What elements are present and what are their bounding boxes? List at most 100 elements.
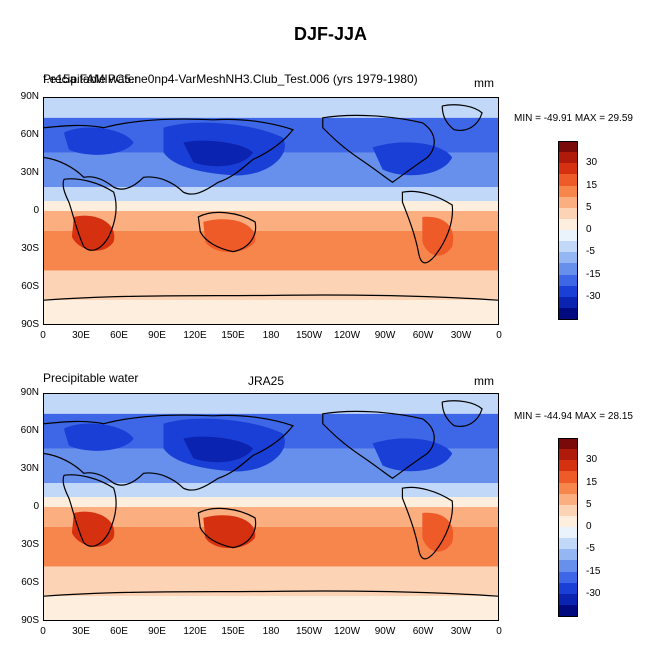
colorbar-label: -5 xyxy=(586,246,595,258)
colorbar-swatch xyxy=(558,274,578,287)
colorbar-swatch xyxy=(558,604,578,617)
colorbar-label: -30 xyxy=(586,290,601,302)
lon-tick-label: 90E xyxy=(148,330,166,341)
panel-units: mm xyxy=(474,374,494,388)
lat-tick-label: 30S xyxy=(21,539,39,550)
colorbar-swatch xyxy=(558,482,578,495)
colorbar-swatch xyxy=(558,571,578,584)
lat-tick-label: 60N xyxy=(20,129,39,140)
lat-tick-label: 30S xyxy=(21,243,39,254)
band-equator xyxy=(44,201,498,211)
lat-tick-label: 0 xyxy=(33,501,39,512)
band-arctic xyxy=(44,98,498,118)
contour-map xyxy=(43,97,499,325)
lon-tick-label: 120W xyxy=(333,330,361,341)
eurasia-outline xyxy=(44,414,294,491)
colorbar-swatch xyxy=(558,152,578,164)
band-nh-tropics xyxy=(44,483,498,498)
europe-low-core xyxy=(63,127,134,155)
australia-high-core xyxy=(203,219,256,253)
panel-center-title: f.e15a.FAMIPC5.ne0np4-VarMeshNH3.Club_Te… xyxy=(43,72,418,86)
greenland-outline xyxy=(441,400,483,427)
australia-high-core xyxy=(203,515,256,549)
colorbar-label: 30 xyxy=(586,454,598,466)
colorbar-swatch xyxy=(558,593,578,606)
colorbar-swatch xyxy=(558,471,578,483)
colorbar-label: 5 xyxy=(586,498,592,510)
samerica-high-core xyxy=(422,216,454,256)
lon-tick-label: 60E xyxy=(110,330,128,341)
colorbar-swatch xyxy=(558,307,578,320)
lon-tick-label: 150W xyxy=(295,626,323,637)
lon-tick-label: 90W xyxy=(374,626,396,637)
greenland-outline xyxy=(441,104,483,131)
colorbar-label: 0 xyxy=(586,224,592,235)
panel-units: mm xyxy=(474,76,494,90)
colorbar-swatch xyxy=(558,174,578,186)
colorbar-swatch xyxy=(558,196,578,209)
colorbar: 30 15 5 0 -5 -15 -30 xyxy=(558,438,600,617)
lon-tick-label: 120W xyxy=(333,626,361,637)
colorbar-swatch xyxy=(558,252,578,264)
australia-outline xyxy=(197,507,257,549)
lon-tick-label: 180 xyxy=(262,330,280,341)
colorbar-swatch xyxy=(558,493,578,506)
colorbar-swatch xyxy=(558,460,578,472)
colorbar-swatch xyxy=(558,241,578,253)
colorbar-swatch xyxy=(558,527,578,539)
lon-tick-label: 60W xyxy=(412,626,434,637)
lat-tick-label: 90N xyxy=(20,387,39,398)
lon-tick-label: 0 xyxy=(40,330,46,341)
lat-tick-label: 90N xyxy=(20,91,39,102)
colorbar-label: 5 xyxy=(586,201,592,213)
africa-outline xyxy=(62,178,117,251)
colorbar-swatch xyxy=(558,296,578,309)
min-max-stats: MIN = -49.91 MAX = 29.59 xyxy=(514,113,633,124)
band-sh-tropics xyxy=(44,211,498,231)
lon-tick-label: 0 xyxy=(40,626,46,637)
africa-high-core xyxy=(71,511,115,547)
namerica-outline xyxy=(322,410,435,479)
lon-tick-label: 0 xyxy=(496,626,502,637)
band-antarctic xyxy=(44,300,498,324)
min-max-stats: MIN = -44.94 MAX = 28.15 xyxy=(514,411,633,422)
map-panel-1: Precipitable water f.e15a.FAMIPC5.ne0np4… xyxy=(20,72,633,341)
colorbar-label: 0 xyxy=(586,521,592,532)
colorbar-swatch xyxy=(558,449,578,461)
panel-center-title: JRA25 xyxy=(248,374,285,388)
samerica-outline xyxy=(401,486,454,560)
antarctica-outline xyxy=(44,294,498,301)
band-equator xyxy=(44,497,498,507)
australia-outline xyxy=(197,211,257,253)
band-antarctic xyxy=(44,596,498,620)
band-sh-tropics xyxy=(44,507,498,527)
colorbar-swatch xyxy=(558,263,578,275)
africa-high-core xyxy=(71,215,115,251)
antarctica-outline xyxy=(44,590,498,597)
lat-tick-label: 90S xyxy=(21,615,39,626)
colorbar-swatch xyxy=(558,504,578,517)
eurasia-outline xyxy=(44,118,294,195)
lon-tick-label: 30E xyxy=(72,330,90,341)
lon-tick-label: 150W xyxy=(295,330,323,341)
colorbar-swatch xyxy=(558,141,578,153)
colorbar-swatch xyxy=(558,218,578,231)
colorbar-swatch xyxy=(558,560,578,572)
lat-tick-label: 30N xyxy=(20,463,39,474)
figure-title: DJF-JJA xyxy=(293,24,368,44)
panel-left-title: Precipitable water xyxy=(43,371,139,385)
colorbar-label: -5 xyxy=(586,543,595,555)
lat-tick-label: 60S xyxy=(21,577,39,588)
lon-tick-label: 90E xyxy=(148,626,166,637)
lon-tick-label: 120E xyxy=(183,626,207,637)
lon-tick-label: 60W xyxy=(412,330,434,341)
band-arctic xyxy=(44,394,498,414)
colorbar-swatch xyxy=(558,230,578,242)
lon-tick-label: 150E xyxy=(221,626,245,637)
colorbar-swatch xyxy=(558,185,578,198)
lon-tick-label: 30W xyxy=(450,626,472,637)
namerica-outline xyxy=(322,114,435,183)
samerica-high-core xyxy=(422,512,454,552)
colorbar-swatch xyxy=(558,285,578,298)
colorbar-swatch xyxy=(558,207,578,220)
